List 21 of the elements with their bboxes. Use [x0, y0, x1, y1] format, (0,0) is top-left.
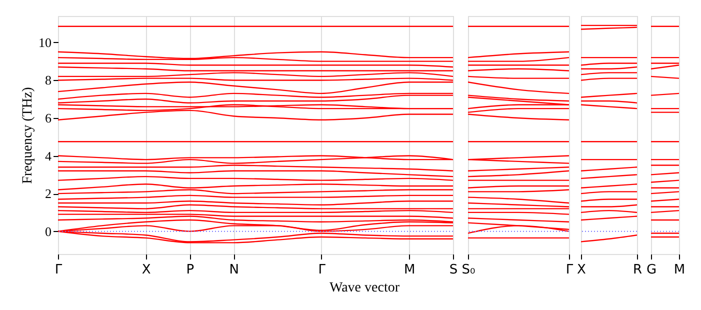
x-tick-label: X	[577, 262, 586, 278]
x-axis-title: Wave vector	[330, 280, 400, 296]
x-tick-label: M	[674, 262, 686, 278]
y-tick-label: 2	[45, 186, 52, 202]
y-tick-label: 6	[45, 110, 52, 126]
x-tick-label: M	[404, 262, 416, 278]
x-tick-label: N	[229, 262, 239, 278]
x-tick-label: Γ	[54, 262, 63, 278]
x-tick-label: S	[449, 262, 458, 278]
y-tick-label: 10	[38, 34, 52, 50]
y-tick-label: 8	[45, 72, 52, 88]
x-tick-label: Γ	[566, 262, 574, 278]
x-tick-label: X	[142, 262, 151, 278]
x-tick-label: S₀	[462, 262, 476, 278]
x-tick-label: P	[186, 262, 194, 278]
y-tick-label: 4	[45, 148, 52, 164]
y-tick-label: 0	[45, 224, 52, 239]
x-tick-label: G	[646, 262, 657, 278]
x-tick-label: Γ	[318, 262, 326, 278]
y-axis-title: Frequency (THz)	[20, 86, 36, 184]
x-tick-label: R	[632, 262, 642, 278]
